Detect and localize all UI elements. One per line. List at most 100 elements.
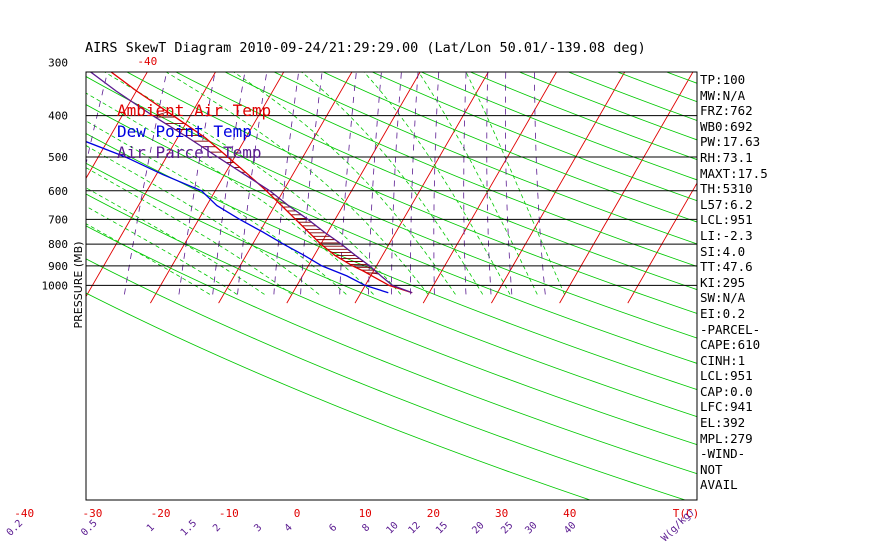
stat-line: EL:392	[700, 415, 746, 431]
moist-adiabat-line	[300, 72, 484, 295]
isotherm-line	[354, 72, 489, 304]
moist-adiabat-line	[86, 167, 293, 295]
dry-adiabat-line	[224, 72, 697, 267]
mixing-ratio-tick: 12	[406, 520, 422, 536]
stat-line: AVAIL	[700, 477, 738, 493]
stat-line: -WIND-	[700, 446, 746, 462]
dry-adiabat-line	[372, 72, 697, 202]
stat-line: PW:17.63	[700, 134, 761, 150]
moist-adiabat-line	[103, 72, 402, 295]
bottom-temp-tick: 10	[359, 507, 372, 520]
stat-line: TP:100	[700, 72, 746, 87]
mixing-ratio-line	[390, 72, 402, 295]
moist-adiabat-line	[86, 92, 374, 295]
mixing-ratio-line	[433, 72, 440, 295]
pressure-tick-label: 400	[48, 110, 68, 123]
isotherm-line	[491, 72, 626, 304]
grid-lines	[0, 0, 697, 500]
dry-adiabat-line	[86, 162, 697, 418]
pressure-tick-label: 500	[48, 151, 68, 164]
plot-frame	[85, 71, 698, 501]
dew-point-line	[86, 140, 389, 294]
isotherm-line	[422, 72, 558, 304]
legend-entry: Dew Point Temp	[117, 122, 252, 141]
stat-line: FRZ:762	[700, 103, 753, 119]
dry-adiabat-line	[86, 104, 697, 364]
mixing-ratio-tick: 10	[384, 520, 400, 536]
stat-line: SI:4.0	[700, 243, 746, 259]
parcel-temp-line	[89, 72, 413, 294]
isotherm-line	[86, 72, 217, 298]
stat-line: RH:73.1	[700, 149, 753, 165]
dry-adiabat-line	[421, 72, 697, 181]
mixing-ratio-line	[339, 72, 357, 295]
dry-adiabat-line	[175, 72, 697, 291]
stat-line: L57:6.2	[700, 196, 753, 212]
stat-line: MPL:279	[700, 430, 753, 446]
mixing-ratio-tick: 40	[562, 520, 578, 536]
pressure-tick-label: 900	[48, 260, 68, 273]
mixing-ratio-tick: 2	[211, 522, 223, 534]
mixing-ratio-line	[534, 72, 546, 295]
bottom-temp-tick: -40	[14, 507, 34, 520]
stat-line: CINH:1	[700, 352, 746, 368]
mixing-ratio-tick: 1	[145, 522, 157, 534]
moist-adiabat-line	[363, 72, 511, 295]
mixing-ratio-line	[212, 72, 246, 295]
moist-adiabat-line	[465, 72, 565, 295]
mixing-ratio-tick: 25	[499, 520, 515, 536]
stat-line: LCL:951	[700, 212, 753, 228]
dry-adiabat-line	[126, 72, 697, 314]
dry-adiabat-line	[86, 225, 697, 475]
mixing-ratio-line	[300, 72, 323, 295]
bottom-temp-tick: -20	[151, 507, 171, 520]
isotherm-line	[559, 72, 694, 304]
chart-title: AIRS SkewT Diagram 2010-09-24/21:29:29.0…	[85, 40, 646, 56]
stat-line: LFC:941	[700, 399, 753, 415]
mixing-ratio-tick: 8	[360, 522, 372, 534]
mixing-ratio-tick: 30	[523, 520, 539, 536]
moist-adiabat-line	[86, 120, 347, 295]
pressure-tick-label: 1000	[42, 279, 69, 292]
bottom-temp-tick: 40	[563, 507, 576, 520]
stat-line: TH:5310	[700, 181, 753, 197]
mixing-ratio-tick: 15	[434, 520, 450, 536]
temp-unit-label: T(C)	[673, 507, 700, 520]
ambient-temp-line	[110, 72, 413, 294]
mixing-ratio-line	[178, 72, 216, 295]
bottom-temp-tick: 30	[495, 507, 508, 520]
y-axis-label: PRESSURE (MB)	[72, 242, 85, 329]
moist-adiabat-line	[86, 145, 320, 295]
stat-line: LI:-2.3	[700, 227, 753, 243]
mixing-ratio-line	[463, 72, 467, 295]
pressure-tick-label: 800	[48, 238, 68, 251]
moist-adiabat-line	[86, 223, 211, 295]
dry-adiabat-line	[86, 258, 686, 500]
pressure-tick-label: 300	[48, 56, 68, 69]
mixing-ratio-tick: 6	[327, 522, 339, 534]
mixing-ratio-tick: 4	[283, 522, 295, 534]
stat-line: MAXT:17.5	[700, 165, 768, 181]
dry-adiabat-line	[323, 72, 697, 223]
bottom-temp-tick: 20	[427, 507, 440, 520]
bottom-temp-tick: -30	[82, 507, 102, 520]
bottom-temp-tick: -10	[219, 507, 239, 520]
moist-adiabat-line	[86, 205, 238, 295]
stat-line: SW:N/A	[700, 290, 746, 306]
mixing-ratio-line	[124, 72, 168, 295]
mixing-ratio-line	[504, 72, 513, 295]
mixing-ratio-line	[237, 72, 268, 295]
stat-line: -PARCEL-	[700, 321, 761, 337]
dry-adiabat-line	[86, 76, 697, 339]
mixing-ratio-tick: 0.5	[79, 518, 100, 539]
stat-line: LCL:951	[700, 368, 753, 384]
dry-adiabat-line	[470, 72, 697, 161]
moist-adiabat-line	[232, 72, 456, 295]
mixing-ratio-tick: 20	[470, 520, 486, 536]
mixing-ratio-tick: 1.5	[179, 518, 200, 539]
stat-line: MW:N/A	[700, 87, 746, 103]
stat-line: WB0:692	[700, 118, 753, 134]
dry-adiabat-line	[86, 132, 697, 391]
isotherm-line	[0, 0, 9, 303]
